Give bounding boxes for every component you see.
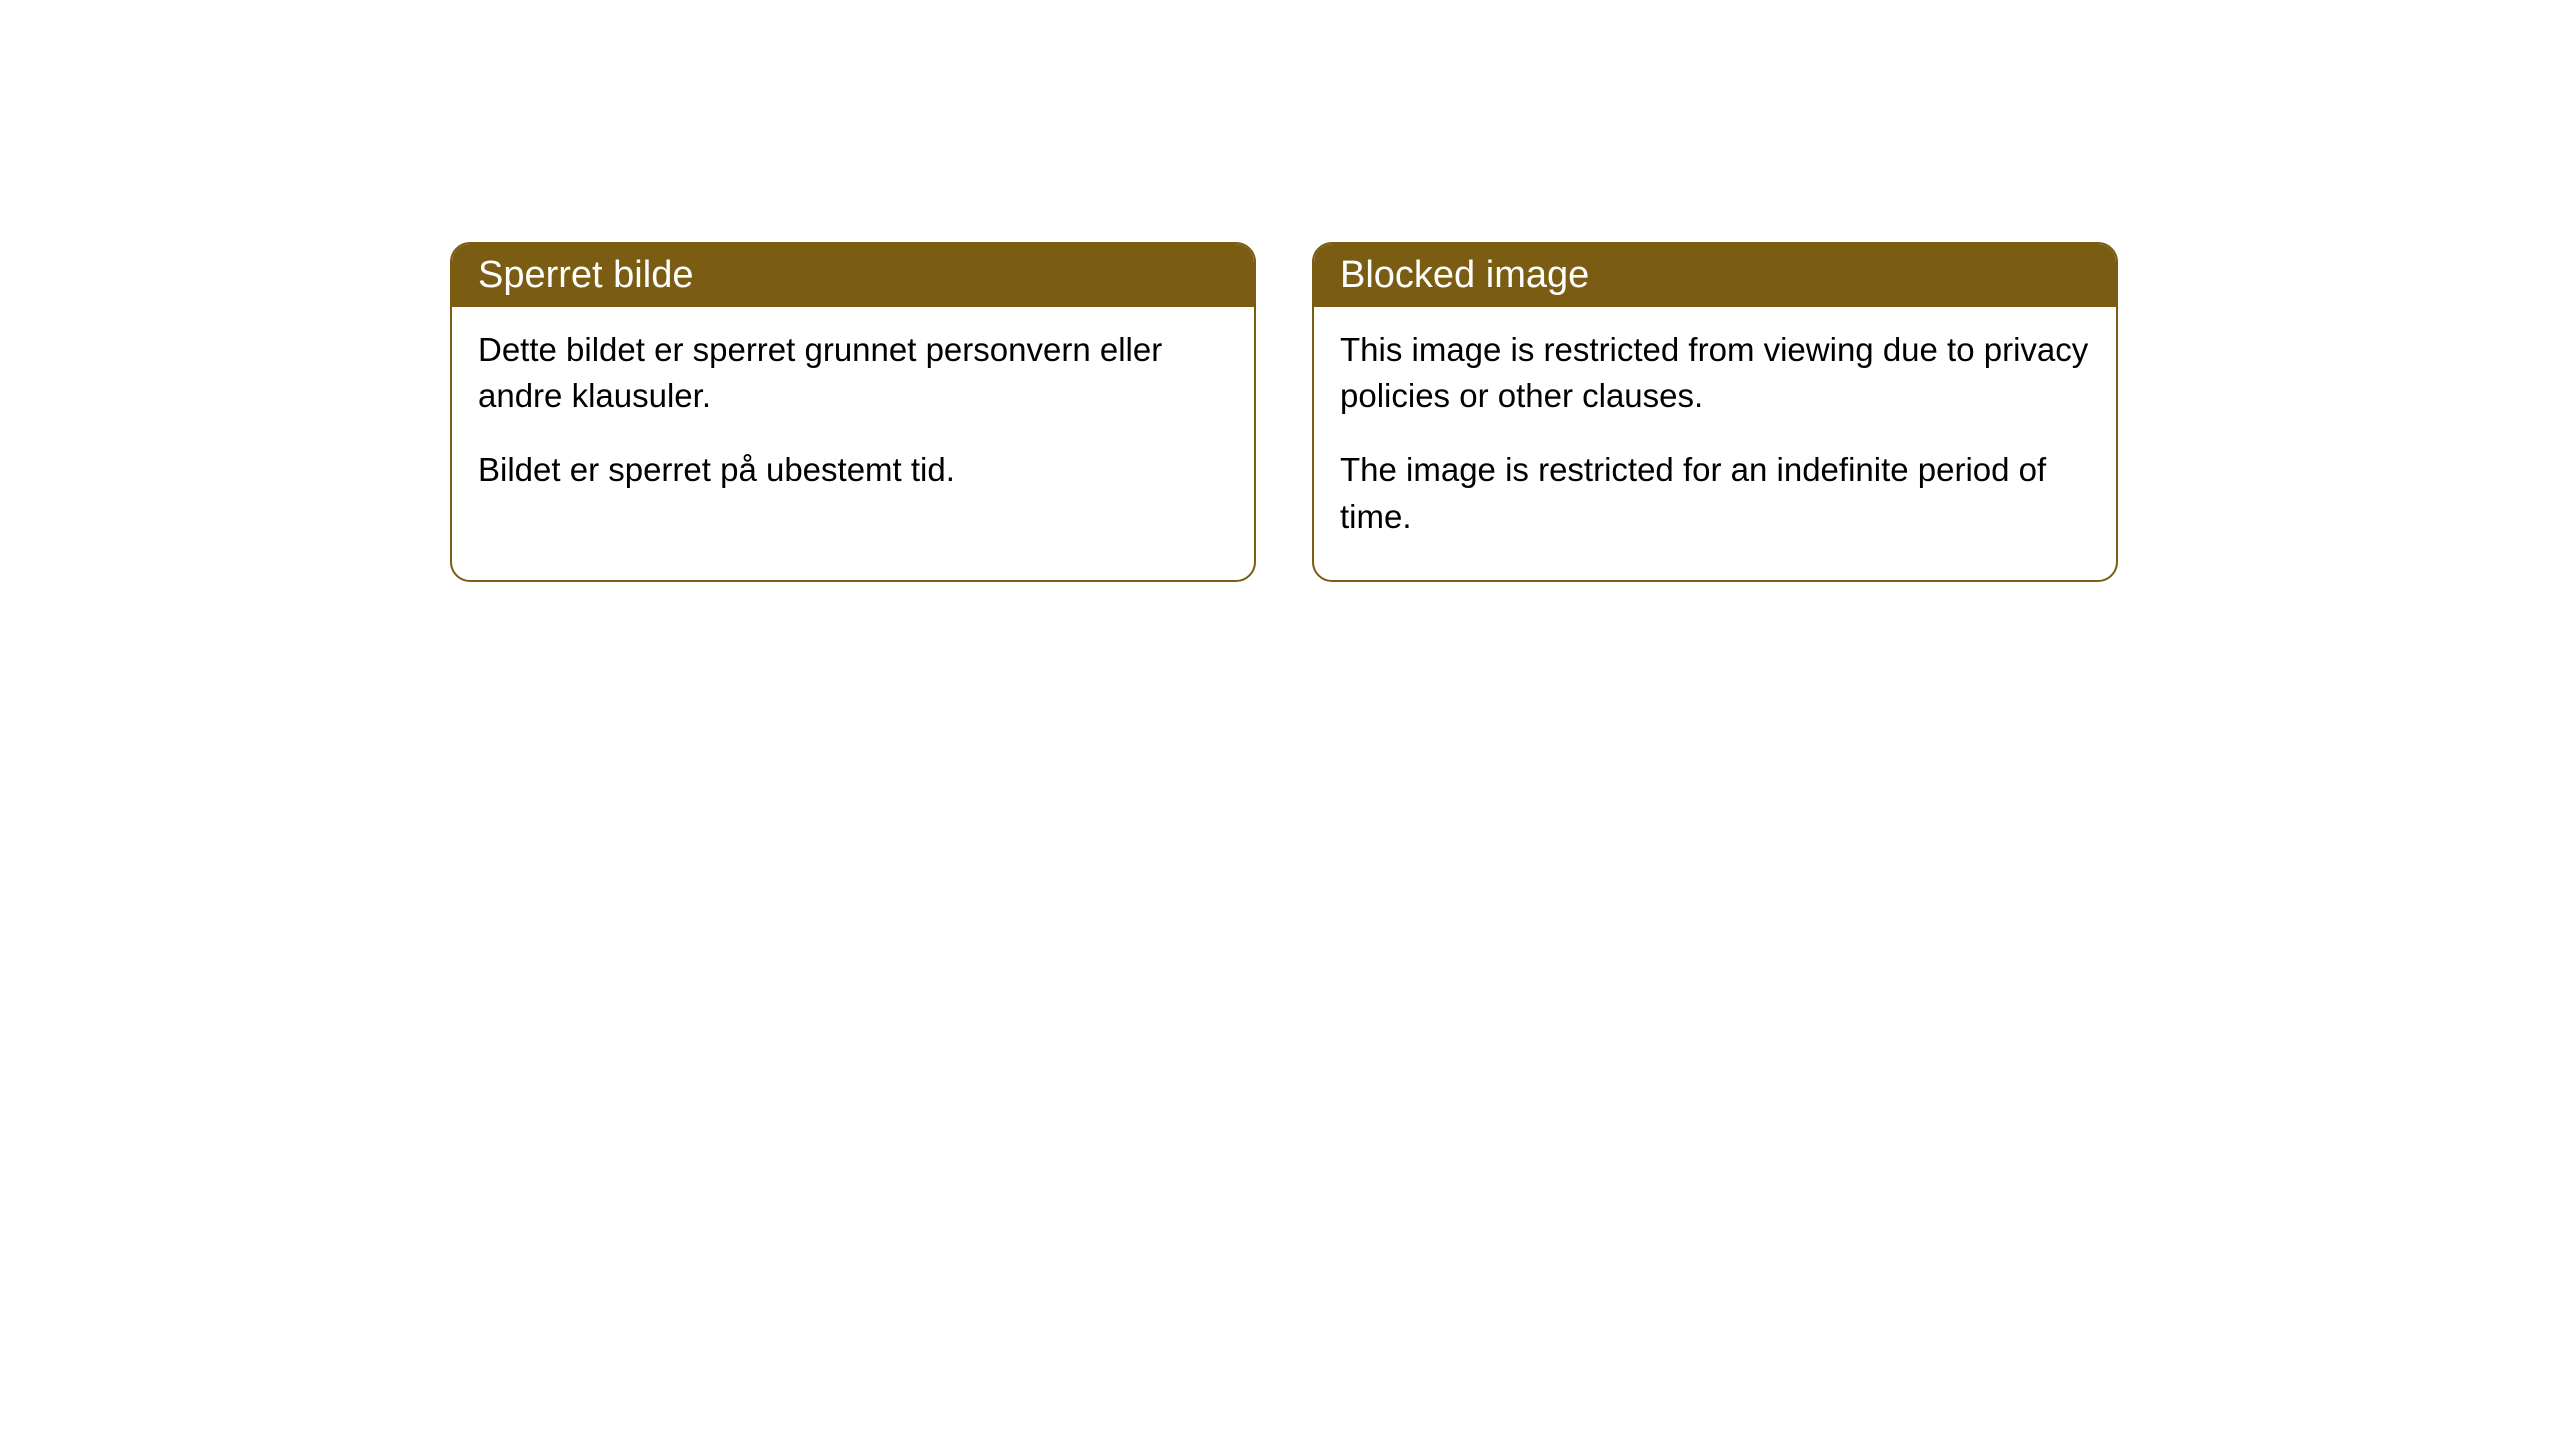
card-body: Dette bildet er sperret grunnet personve…	[452, 307, 1254, 534]
card-paragraph: This image is restricted from viewing du…	[1340, 327, 2090, 419]
card-paragraph: Bildet er sperret på ubestemt tid.	[478, 447, 1228, 493]
card-paragraph: Dette bildet er sperret grunnet personve…	[478, 327, 1228, 419]
card-header: Blocked image	[1314, 244, 2116, 307]
card-paragraph: The image is restricted for an indefinit…	[1340, 447, 2090, 539]
blocked-image-card-norwegian: Sperret bilde Dette bildet er sperret gr…	[450, 242, 1256, 582]
card-title: Sperret bilde	[478, 254, 693, 296]
card-header: Sperret bilde	[452, 244, 1254, 307]
blocked-image-card-english: Blocked image This image is restricted f…	[1312, 242, 2118, 582]
card-body: This image is restricted from viewing du…	[1314, 307, 2116, 580]
card-title: Blocked image	[1340, 254, 1589, 296]
cards-container: Sperret bilde Dette bildet er sperret gr…	[450, 242, 2118, 582]
